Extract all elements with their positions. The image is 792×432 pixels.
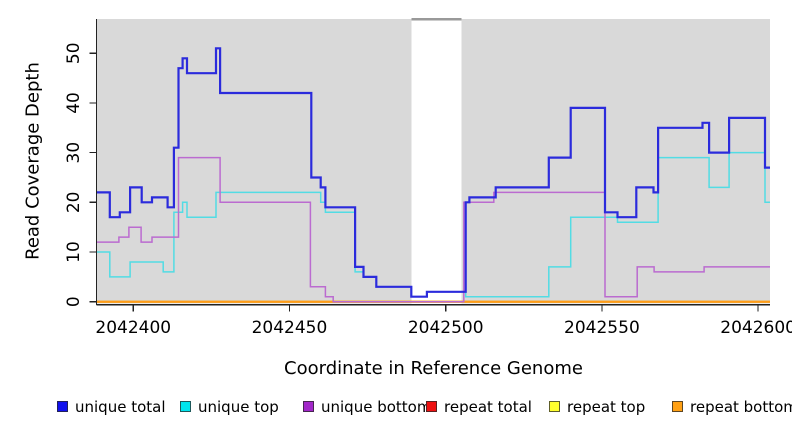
masked-region-top-edge — [411, 18, 462, 21]
legend-label-repeat-total: repeat total — [444, 398, 532, 416]
x-tick-label: 2042400 — [95, 318, 171, 338]
legend: unique total unique top unique bottom repea… — [0, 399, 792, 419]
x-axis-title: Coordinate in Reference Genome — [284, 358, 583, 379]
y-tick-label: 0 — [64, 296, 84, 307]
legend-swatch-repeat-bottom — [672, 401, 683, 412]
x-tick-label: 2042500 — [408, 318, 484, 338]
y-axis-title: Read Coverage Depth — [22, 62, 44, 260]
series-line-unique-total — [97, 47, 770, 298]
legend-swatch-repeat-top — [549, 401, 560, 412]
y-tick-label: 20 — [64, 192, 84, 214]
legend-swatch-unique-top — [180, 401, 191, 412]
legend-label-unique-bottom: unique bottom — [321, 398, 432, 416]
y-tick-label: 30 — [64, 142, 84, 164]
legend-swatch-repeat-total — [426, 401, 437, 412]
x-tick-label: 2042550 — [564, 318, 640, 338]
legend-swatch-unique-total — [57, 401, 68, 412]
x-tick-label: 2042450 — [252, 318, 328, 338]
y-tick-label: 10 — [64, 241, 84, 263]
legend-label-unique-top: unique top — [198, 398, 279, 416]
y-tick-label: 50 — [64, 42, 84, 64]
series-line-unique-bottom — [97, 156, 770, 303]
masked-region — [411, 19, 462, 304]
legend-swatch-unique-bottom — [303, 401, 314, 412]
x-tick-label: 2042600 — [720, 318, 792, 338]
legend-label-repeat-top: repeat top — [567, 398, 646, 416]
y-tick-label: 40 — [64, 92, 84, 114]
legend-label-unique-total: unique total — [75, 398, 166, 416]
legend-label-repeat-bottom: repeat bottom — [690, 398, 792, 416]
